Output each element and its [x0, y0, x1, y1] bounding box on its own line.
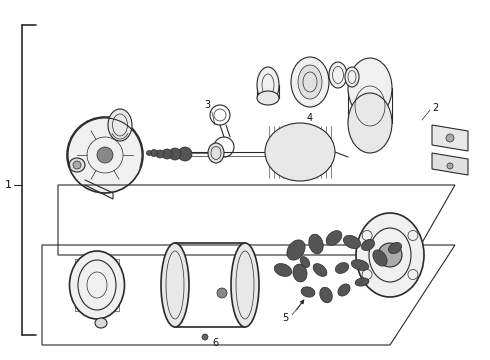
Circle shape — [217, 288, 227, 298]
Ellipse shape — [257, 67, 279, 103]
Polygon shape — [432, 153, 468, 175]
Ellipse shape — [335, 262, 349, 273]
Ellipse shape — [343, 235, 361, 249]
Ellipse shape — [348, 58, 392, 118]
Ellipse shape — [301, 287, 315, 297]
Text: 4: 4 — [307, 113, 313, 123]
Ellipse shape — [351, 260, 369, 270]
Text: 1: 1 — [4, 180, 11, 190]
Ellipse shape — [287, 240, 305, 260]
Circle shape — [147, 150, 151, 156]
Ellipse shape — [231, 243, 259, 327]
Ellipse shape — [389, 242, 402, 253]
Ellipse shape — [355, 278, 369, 286]
Ellipse shape — [300, 257, 310, 267]
Ellipse shape — [108, 109, 132, 141]
Circle shape — [202, 334, 208, 340]
Ellipse shape — [291, 57, 329, 107]
Circle shape — [150, 149, 157, 157]
Text: 6: 6 — [212, 338, 218, 348]
Ellipse shape — [265, 123, 335, 181]
Circle shape — [73, 161, 81, 169]
Circle shape — [162, 149, 172, 159]
Ellipse shape — [362, 239, 374, 251]
Circle shape — [447, 163, 453, 169]
Text: 5: 5 — [282, 313, 288, 323]
Ellipse shape — [257, 91, 279, 105]
Ellipse shape — [320, 287, 332, 303]
Ellipse shape — [326, 231, 342, 246]
Circle shape — [178, 147, 192, 161]
Polygon shape — [432, 125, 468, 151]
Ellipse shape — [208, 143, 224, 163]
Ellipse shape — [161, 243, 189, 327]
Circle shape — [67, 117, 143, 193]
Text: 3: 3 — [204, 100, 210, 110]
Ellipse shape — [69, 158, 85, 172]
Ellipse shape — [348, 93, 392, 153]
Ellipse shape — [70, 251, 124, 319]
Ellipse shape — [95, 318, 107, 328]
Circle shape — [378, 243, 402, 267]
Circle shape — [156, 150, 164, 158]
Text: 2: 2 — [432, 103, 438, 113]
Ellipse shape — [338, 284, 350, 296]
Ellipse shape — [373, 250, 387, 266]
Circle shape — [97, 147, 113, 163]
Circle shape — [169, 148, 181, 160]
Ellipse shape — [274, 264, 292, 276]
Ellipse shape — [293, 264, 307, 282]
Circle shape — [446, 134, 454, 142]
Ellipse shape — [345, 67, 359, 87]
Ellipse shape — [313, 264, 327, 276]
Ellipse shape — [329, 62, 347, 88]
Ellipse shape — [356, 213, 424, 297]
Ellipse shape — [309, 234, 323, 254]
Ellipse shape — [298, 65, 322, 99]
